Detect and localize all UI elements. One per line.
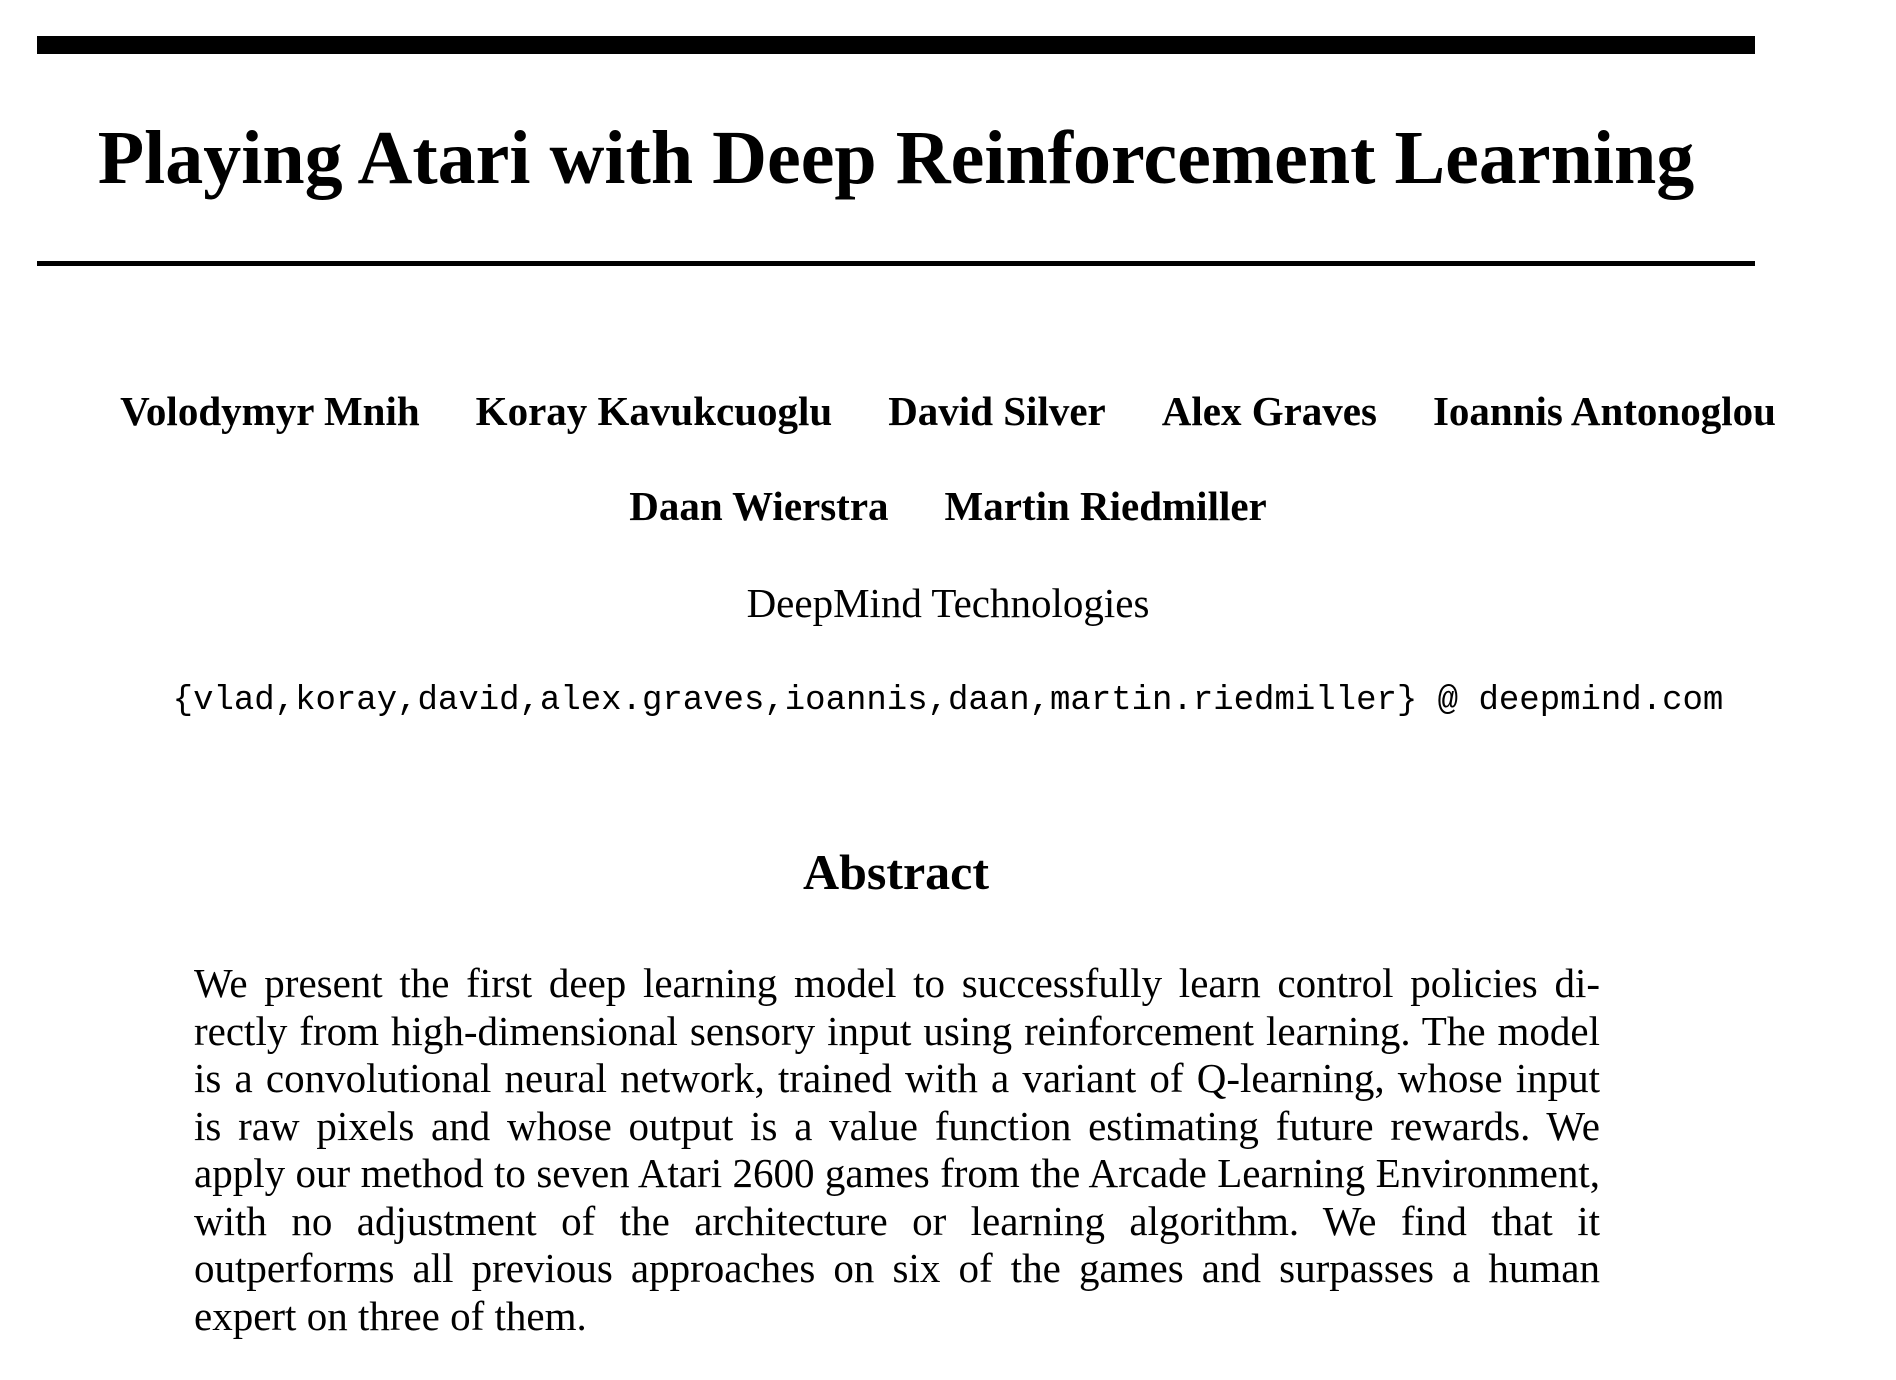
top-thick-rule: [37, 36, 1755, 54]
author-name: Volodymyr Mnih: [120, 388, 420, 434]
author-name: Martin Riedmiller: [944, 483, 1267, 529]
author-name: Koray Kavukcuoglu: [475, 388, 833, 434]
author-name: Ioannis Antonoglou: [1432, 388, 1776, 434]
author-name: David Silver: [888, 388, 1106, 434]
abstract-body: We present the first deep learning model…: [194, 960, 1600, 1339]
abstract-heading: Abstract: [802, 844, 990, 900]
author-emails: {vlad,koray,david,alex.graves,ioannis,da…: [172, 682, 1724, 720]
author-name: Daan Wierstra: [629, 483, 889, 529]
authors-row-1: Volodymyr Mnih Koray Kavukcuoglu David Sil…: [0, 384, 1896, 438]
paper-title: Playing Atari with Deep Reinforcement Le…: [97, 116, 1695, 200]
title-bottom-rule: [37, 261, 1755, 266]
affiliation: DeepMind Technologies: [746, 580, 1150, 626]
authors-row-2: Daan Wierstra Martin Riedmiller: [0, 479, 1896, 533]
author-name: Alex Graves: [1161, 388, 1377, 434]
